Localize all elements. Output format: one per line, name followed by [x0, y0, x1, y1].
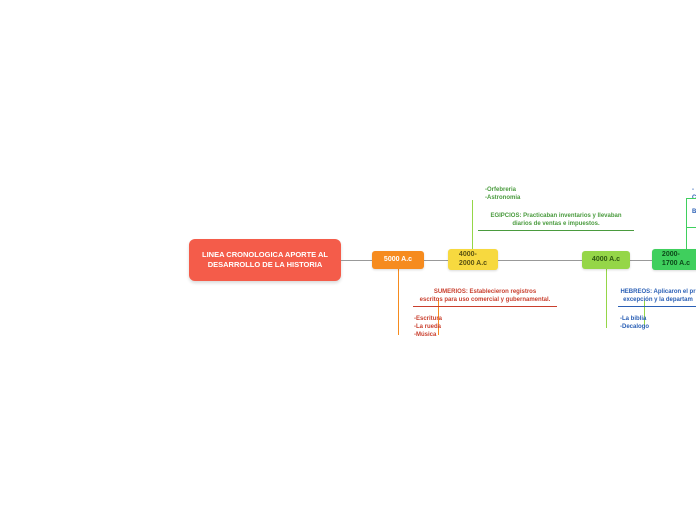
note-nt1: -Orfebreria-Astronomia	[485, 187, 520, 203]
node-n5000: 5000 A.c	[372, 251, 424, 269]
note-nb2: -Escritura-La rueda-Música	[414, 316, 442, 339]
note-nb1: SUMERIOS: Establecieron registrosescrito…	[413, 289, 557, 307]
v-connector	[398, 269, 399, 335]
root-node: LINEA CRONOLOGICA APORTE AL DESARROLLO D…	[189, 239, 341, 281]
h-connector	[498, 260, 582, 261]
v-connector	[472, 225, 473, 249]
note-nb4: -La biblia-Decalogo	[620, 316, 649, 332]
note-nt2: EGIPCIOS: Practicaban inventarios y llev…	[478, 213, 634, 231]
node-n2000_1700: 2000- 1700 A.c	[652, 249, 696, 270]
node-n4000: 4000 A.c	[582, 251, 630, 269]
node-n4000_2000: 4000- 2000 A.c	[448, 249, 498, 270]
h-connector	[630, 260, 652, 261]
v-connector	[472, 200, 473, 225]
partial-box-right	[686, 198, 696, 228]
h-connector	[341, 260, 372, 261]
v-connector	[606, 269, 607, 328]
note-nb3: HEBREOS: Aplicaron el prexcepción y la d…	[618, 289, 696, 307]
h-connector	[424, 260, 448, 261]
root-label: LINEA CRONOLOGICA APORTE AL DESARROLLO D…	[189, 250, 341, 270]
